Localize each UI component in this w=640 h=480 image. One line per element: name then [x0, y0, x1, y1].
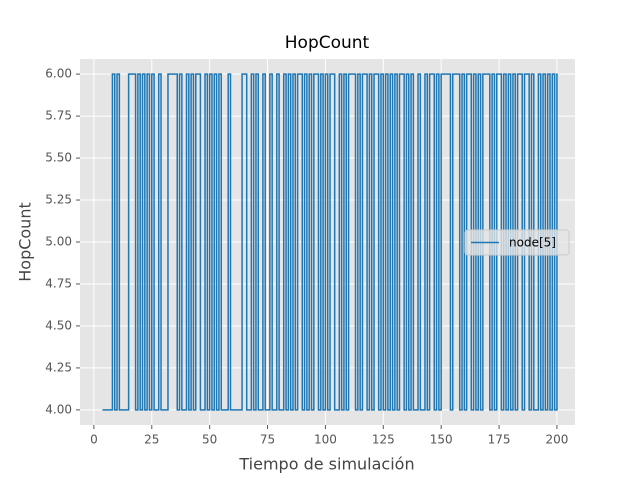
x-tick-label: 25: [144, 433, 159, 447]
legend-box: [464, 229, 570, 256]
y-tick-label: 4.25: [45, 360, 72, 374]
y-tick-label: 4.75: [45, 276, 72, 290]
legend-label: node[5]: [509, 236, 556, 250]
y-tick-label: 5.25: [45, 193, 72, 207]
y-axis-label: HopCount: [16, 202, 35, 282]
y-tick-label: 5.75: [45, 109, 72, 123]
x-tick-label: 125: [372, 433, 395, 447]
x-tick-label: 175: [488, 433, 511, 447]
x-tick-label: 200: [545, 433, 568, 447]
x-tick-label: 50: [202, 433, 217, 447]
x-axis-label: Tiempo de simulación: [238, 455, 414, 474]
x-tick-label: 0: [90, 433, 98, 447]
y-tick-label: 6.00: [45, 67, 72, 81]
y-tick-label: 5.50: [45, 151, 72, 165]
chart-title: HopCount: [285, 33, 370, 53]
y-tick-label: 4.50: [45, 318, 72, 332]
y-tick-label: 4.00: [45, 402, 72, 416]
y-tick-label: 5.00: [45, 235, 72, 249]
x-tick-label: 150: [430, 433, 453, 447]
x-tick-label: 100: [314, 433, 337, 447]
x-tick-label: 75: [260, 433, 275, 447]
